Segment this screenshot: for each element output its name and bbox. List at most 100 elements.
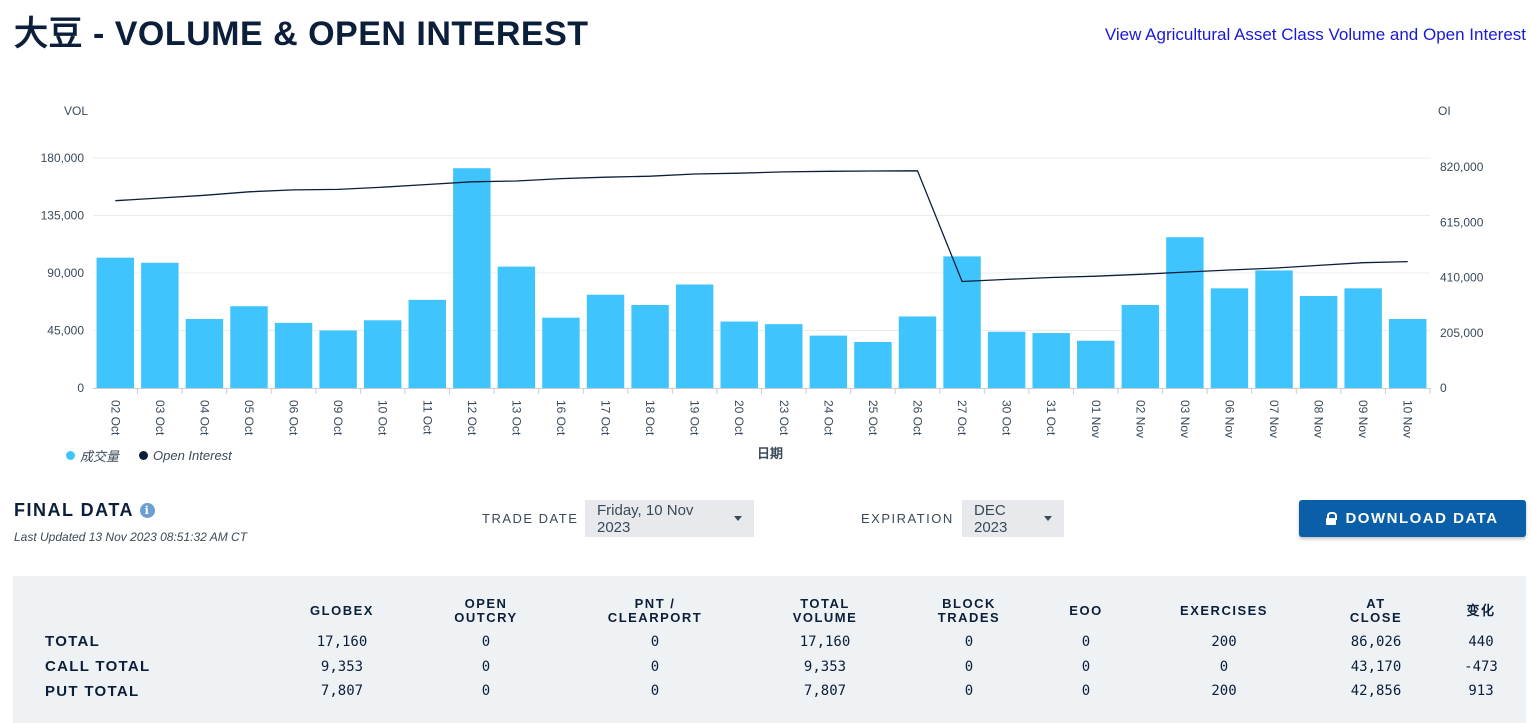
- final-data-table: GLOBEX OPEN OUTCRY PNT / CLEARPORT TOTAL VO…: [13, 576, 1526, 723]
- table-cell: -473: [1464, 659, 1498, 675]
- volume-bar: [363, 320, 402, 388]
- legend-dot-oi: [139, 451, 149, 460]
- expiration-value: DEC 2023: [974, 501, 1008, 536]
- trade-date-dropdown[interactable]: Friday, 10 Nov 2023: [585, 500, 754, 537]
- volume-bar: [141, 262, 179, 388]
- table-cell: 0: [650, 634, 660, 650]
- info-icon[interactable]: i: [140, 503, 155, 518]
- volume-bar: [1344, 288, 1382, 388]
- trade-date-label: TRADE DATE: [482, 511, 579, 526]
- volume-bar: [230, 306, 268, 388]
- legend-dot-volume: [66, 451, 75, 460]
- x-tick-label: 12 Oct: [465, 400, 479, 436]
- x-tick-label: 31 Oct: [1044, 400, 1058, 436]
- volume-bar: [185, 319, 224, 388]
- table-cell: 0: [1219, 659, 1229, 675]
- table-cell: 0: [481, 659, 491, 675]
- volume-bar: [765, 324, 803, 388]
- x-tick-label: 26 Oct: [910, 400, 924, 436]
- right-tick-label: 410,000: [1440, 271, 1484, 285]
- table-cell: 0: [481, 634, 491, 650]
- x-tick-label: 08 Nov: [1312, 400, 1326, 438]
- download-label: DOWNLOAD DATA: [1345, 510, 1499, 527]
- volume-bar: [1077, 340, 1115, 388]
- row-label-call-total: CALL TOTAL: [45, 658, 151, 675]
- volume-bar: [898, 316, 937, 388]
- volume-bar: [274, 322, 313, 388]
- volume-bar: [809, 335, 848, 388]
- table-cell: 9,353: [803, 659, 847, 675]
- right-tick-label: 205,000: [1440, 326, 1484, 340]
- col-header-total-volume: TOTAL VOLUME: [792, 596, 858, 625]
- table-cell: 17,160: [316, 634, 368, 650]
- x-tick-label: 18 Oct: [643, 400, 657, 436]
- volume-bar: [1388, 319, 1427, 388]
- expiration-label: EXPIRATION: [861, 511, 954, 526]
- x-axis-title: 日期: [757, 446, 783, 461]
- table-cell: 7,807: [803, 683, 847, 699]
- x-tick-label: 09 Nov: [1356, 400, 1370, 438]
- final-data-title: FINAL DATA i: [14, 500, 155, 521]
- volume-bar: [408, 299, 446, 388]
- col-header-at-close: AT CLOSE: [1349, 596, 1403, 625]
- y-left-axis-label: VOL: [64, 104, 88, 118]
- volume-bar: [675, 284, 714, 388]
- left-tick-label: 45,000: [47, 324, 84, 338]
- download-data-button[interactable]: DOWNLOAD DATA: [1299, 500, 1526, 537]
- legend-label-volume: 成交量: [80, 449, 120, 464]
- table-cell: 0: [650, 659, 660, 675]
- table-cell: 9,353: [320, 659, 364, 675]
- left-tick-label: 180,000: [41, 151, 85, 165]
- lock-icon: [1326, 512, 1338, 525]
- x-tick-label: 20 Oct: [732, 400, 746, 436]
- volume-bar: [943, 256, 981, 388]
- x-tick-label: 23 Oct: [777, 400, 791, 436]
- volume-bar: [96, 257, 135, 388]
- volume-bar: [1121, 304, 1160, 388]
- row-label-put-total: PUT TOTAL: [45, 683, 140, 700]
- final-data-label: FINAL DATA: [14, 500, 134, 520]
- table-cell: 0: [1081, 683, 1091, 699]
- volume-bar: [720, 321, 758, 388]
- legend-item-oi[interactable]: Open Interest: [139, 446, 232, 465]
- table-cell: 440: [1468, 634, 1494, 650]
- chevron-down-icon: [734, 516, 742, 521]
- volume-oi-chart: 0 45,000 90,000 135,000 180,000 0 205,000 410,0…: [41, 104, 1484, 461]
- col-header-pnt-clearport: PNT / CLEARPORT: [607, 596, 703, 625]
- table-cell: 43,170: [1350, 659, 1402, 675]
- x-tick-label: 10 Oct: [376, 400, 390, 436]
- table-cell: 0: [964, 683, 974, 699]
- table-cell: 0: [650, 683, 660, 699]
- x-tick-label: 09 Oct: [331, 400, 345, 436]
- x-tick-label: 24 Oct: [821, 400, 835, 436]
- volume-bar: [987, 331, 1026, 388]
- x-tick-label: 01 Nov: [1089, 400, 1103, 438]
- table-cell: 0: [481, 683, 491, 699]
- col-header-open-outcry: OPEN OUTCRY: [454, 596, 518, 625]
- table-cell: 42,856: [1350, 683, 1402, 699]
- table-cell: 0: [964, 659, 974, 675]
- table-cell: 86,026: [1350, 634, 1402, 650]
- x-tick-label: 06 Oct: [287, 400, 301, 436]
- col-header-exercises: EXERCISES: [1180, 603, 1268, 618]
- x-tick-label: 04 Oct: [197, 400, 211, 436]
- volume-bar: [319, 330, 357, 388]
- legend-item-volume[interactable]: 成交量: [66, 446, 119, 465]
- page-title: 大豆 - VOLUME & OPEN INTEREST: [14, 15, 589, 53]
- x-tick-label: 07 Nov: [1267, 400, 1281, 438]
- x-tick-label: 10 Nov: [1401, 400, 1415, 438]
- chart-legend: 成交量 Open Interest: [66, 446, 232, 465]
- volume-bar: [1255, 270, 1293, 388]
- right-tick-label: 0: [1440, 381, 1447, 395]
- expiration-dropdown[interactable]: DEC 2023: [962, 500, 1064, 537]
- left-tick-label: 90,000: [47, 266, 84, 280]
- volume-bar: [631, 304, 669, 388]
- x-tick-label: 25 Oct: [866, 400, 880, 436]
- x-tick-label: 13 Oct: [509, 400, 523, 436]
- chevron-down-icon: [1044, 516, 1052, 521]
- x-tick-label: 30 Oct: [1000, 400, 1014, 436]
- open-interest-line: [115, 170, 1408, 283]
- table-cell: 913: [1468, 683, 1494, 699]
- volume-bar: [542, 317, 580, 388]
- asset-class-link[interactable]: View Agricultural Asset Class Volume and…: [1104, 25, 1526, 44]
